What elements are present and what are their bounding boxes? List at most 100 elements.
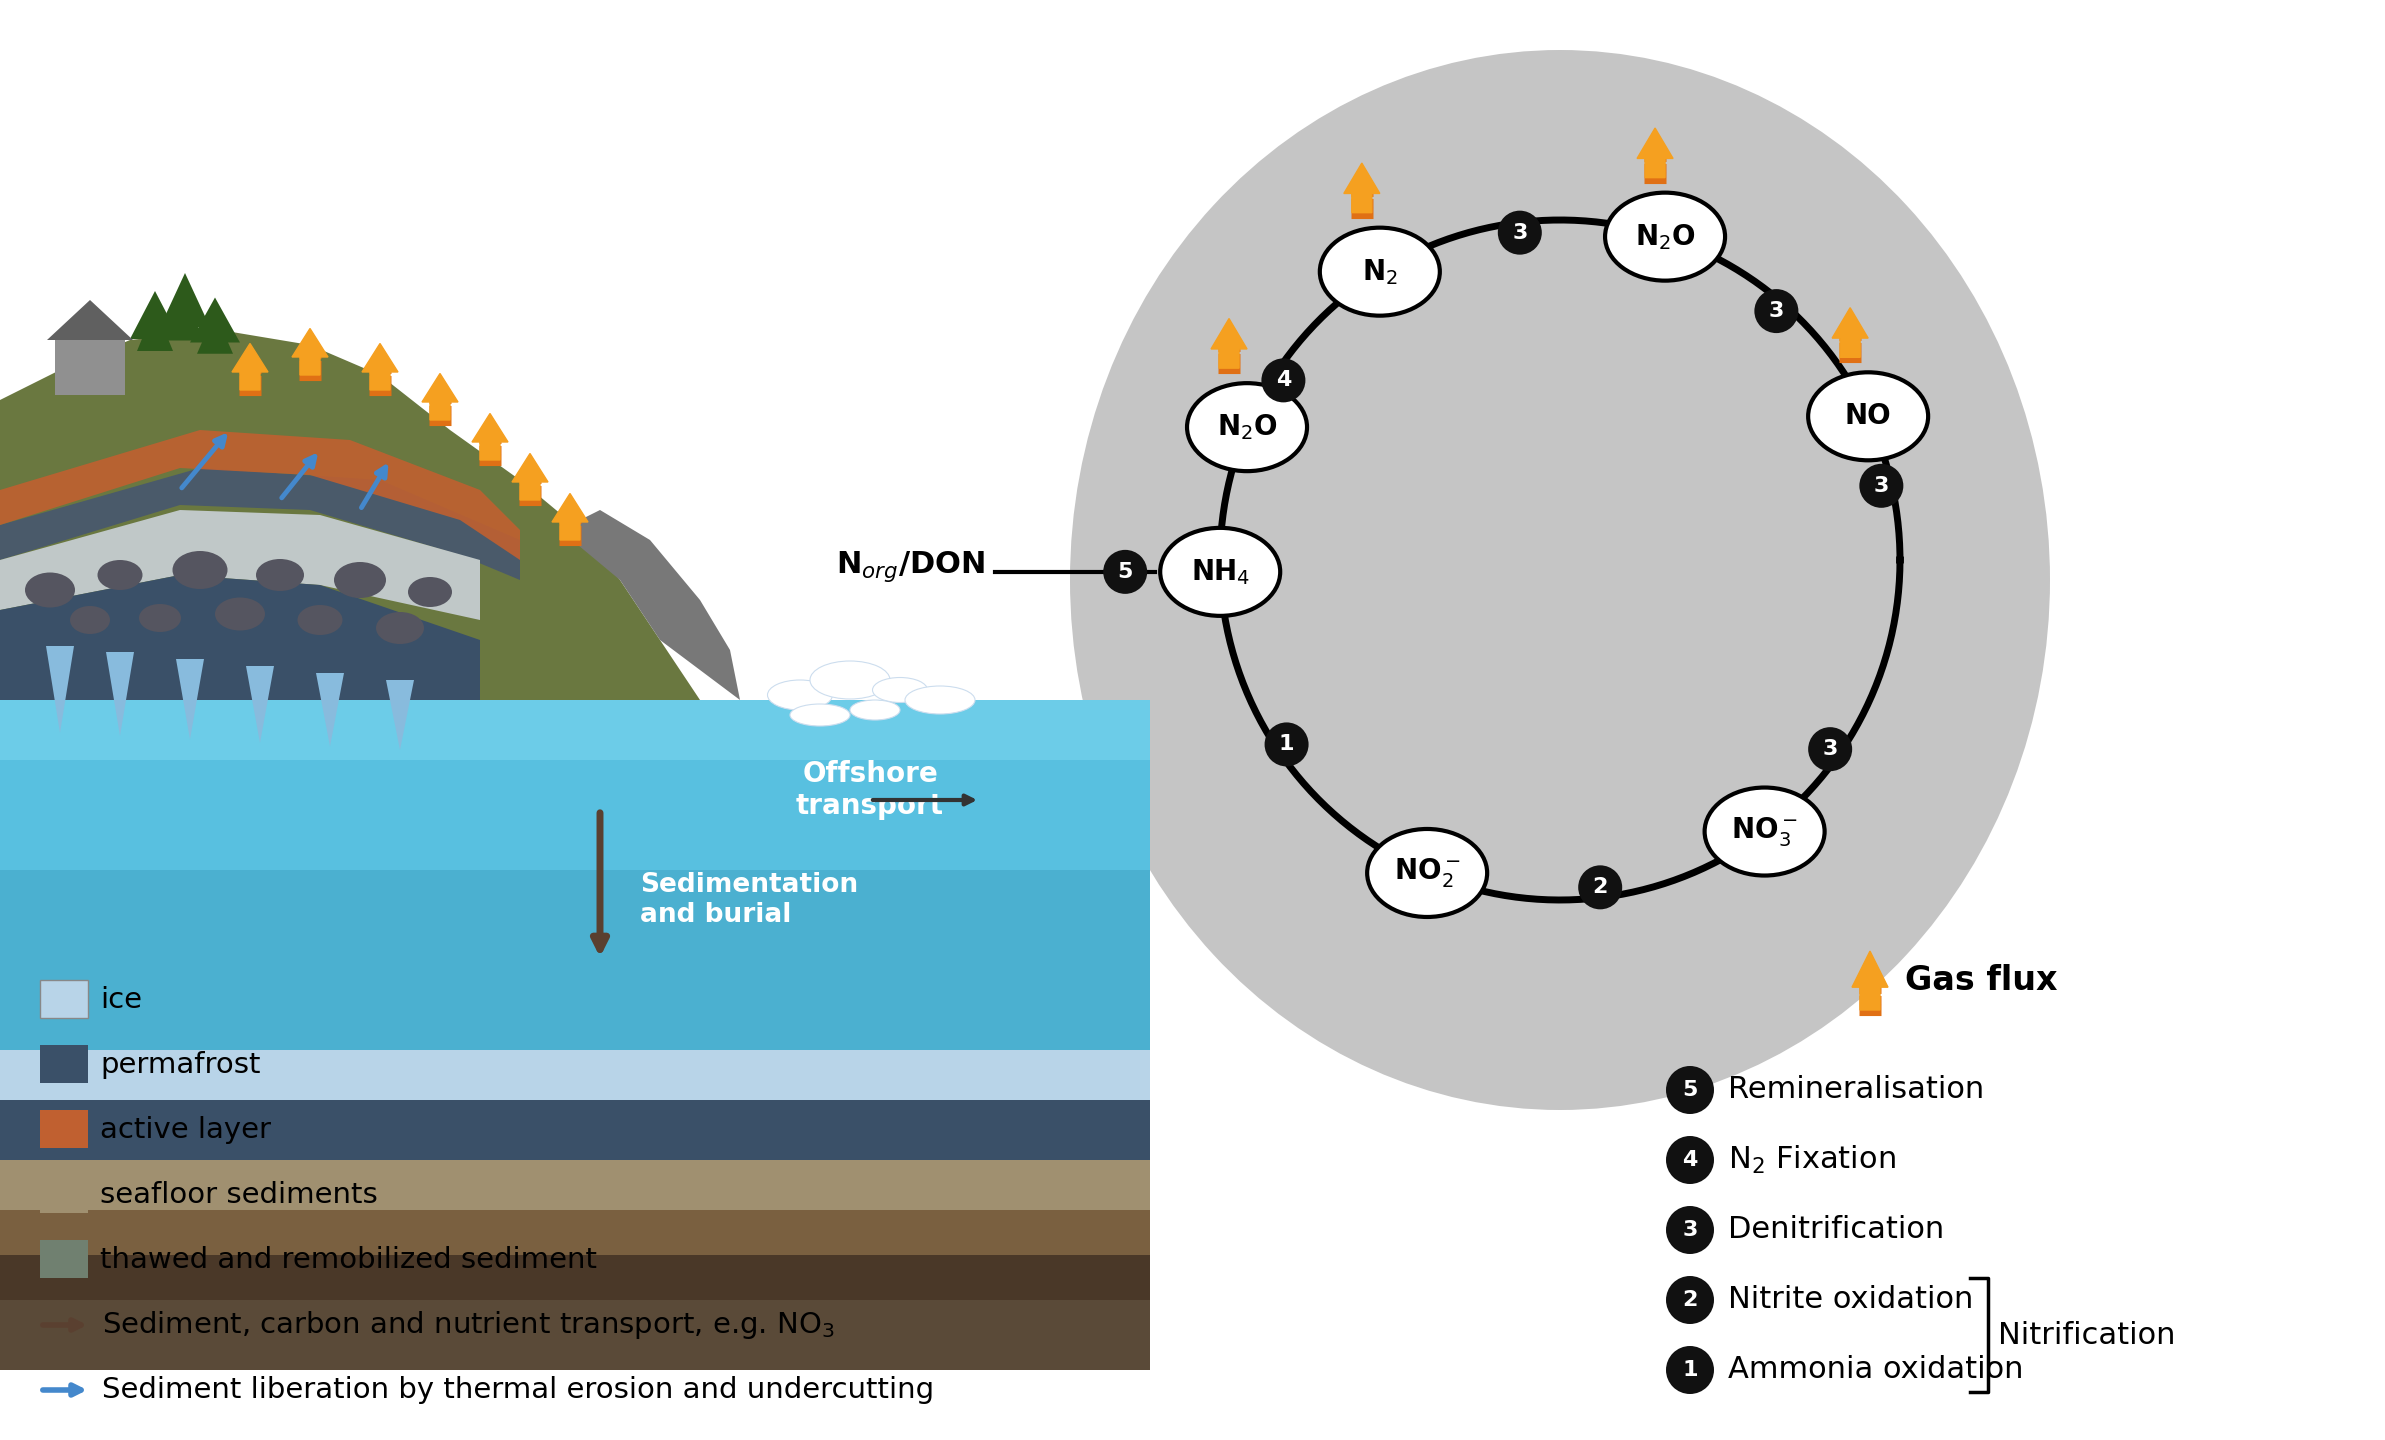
Text: 4: 4 [1276, 370, 1290, 390]
FancyArrow shape [472, 413, 508, 459]
Polygon shape [0, 510, 479, 621]
Ellipse shape [1319, 228, 1441, 315]
Bar [41, 1110, 88, 1148]
Circle shape [1667, 1136, 1715, 1184]
Text: 5: 5 [1119, 562, 1133, 582]
Polygon shape [0, 1300, 1150, 1369]
Polygon shape [105, 652, 134, 736]
Ellipse shape [1188, 383, 1307, 471]
Text: NO$_3^-$: NO$_3^-$ [1732, 815, 1798, 848]
Circle shape [1104, 550, 1147, 593]
Circle shape [1667, 1276, 1715, 1323]
Polygon shape [45, 647, 74, 733]
Ellipse shape [215, 598, 265, 631]
Circle shape [1667, 1207, 1715, 1254]
Polygon shape [315, 672, 343, 746]
Ellipse shape [334, 562, 386, 598]
Text: Gas flux: Gas flux [1906, 963, 2058, 996]
Polygon shape [0, 1256, 1150, 1300]
Text: Offshore
transport: Offshore transport [797, 760, 944, 821]
Polygon shape [136, 307, 174, 351]
Ellipse shape [789, 704, 849, 726]
Ellipse shape [873, 677, 928, 703]
Polygon shape [176, 660, 205, 740]
Text: 4: 4 [1681, 1151, 1698, 1169]
Polygon shape [0, 575, 479, 700]
Text: Denitrification: Denitrification [1729, 1215, 1944, 1244]
Text: thawed and remobilized sediment: thawed and remobilized sediment [100, 1246, 596, 1274]
Text: Sediment liberation by thermal erosion and undercutting: Sediment liberation by thermal erosion a… [103, 1377, 935, 1404]
Text: 3: 3 [1512, 223, 1526, 243]
Text: Nitrification: Nitrification [1999, 1320, 2175, 1349]
Text: N$_2$ Fixation: N$_2$ Fixation [1729, 1143, 1896, 1176]
FancyArrow shape [1343, 163, 1381, 213]
FancyArrow shape [231, 344, 267, 390]
FancyArrow shape [291, 328, 329, 374]
Circle shape [1498, 210, 1541, 255]
Circle shape [1808, 727, 1853, 772]
Ellipse shape [768, 680, 832, 710]
Text: NO$_2^-$: NO$_2^-$ [1393, 857, 1460, 890]
Bar [55, 340, 124, 395]
Circle shape [1264, 723, 1309, 766]
Text: ice: ice [100, 986, 143, 1014]
Text: N$_2$O: N$_2$O [1634, 222, 1696, 252]
Polygon shape [0, 431, 520, 560]
Text: N$_{org}$/DON: N$_{org}$/DON [837, 550, 985, 585]
Text: Nitrite oxidation: Nitrite oxidation [1729, 1286, 1972, 1315]
Ellipse shape [849, 700, 899, 720]
Polygon shape [131, 291, 179, 338]
Ellipse shape [172, 552, 227, 589]
Polygon shape [246, 665, 274, 743]
Ellipse shape [1159, 528, 1281, 616]
Text: Remineralisation: Remineralisation [1729, 1076, 1984, 1104]
Ellipse shape [255, 559, 303, 590]
FancyArrow shape [1853, 950, 1889, 1009]
Text: N$_2$O: N$_2$O [1216, 412, 1278, 442]
Bar [41, 1240, 88, 1279]
FancyArrow shape [363, 344, 398, 390]
Text: 1: 1 [1681, 1359, 1698, 1380]
Circle shape [1579, 865, 1622, 909]
Ellipse shape [69, 606, 110, 634]
Text: 5: 5 [1681, 1080, 1698, 1100]
Text: 3: 3 [1822, 739, 1839, 759]
Polygon shape [0, 1161, 1150, 1210]
Text: active layer: active layer [100, 1116, 272, 1143]
Circle shape [1667, 1066, 1715, 1115]
Bar [41, 981, 88, 1018]
Polygon shape [191, 298, 241, 343]
FancyArrow shape [1636, 128, 1672, 177]
Ellipse shape [1367, 829, 1488, 917]
Polygon shape [0, 330, 701, 700]
Text: 3: 3 [1770, 301, 1784, 321]
Ellipse shape [24, 573, 74, 608]
Text: permafrost: permafrost [100, 1051, 260, 1079]
Ellipse shape [408, 577, 453, 608]
Polygon shape [160, 274, 210, 327]
Ellipse shape [904, 685, 975, 714]
Polygon shape [0, 700, 1150, 760]
Polygon shape [560, 510, 739, 700]
Text: NH$_4$: NH$_4$ [1190, 557, 1250, 586]
Circle shape [1755, 289, 1798, 333]
Ellipse shape [377, 612, 425, 644]
Text: Sedimentation
and burial: Sedimentation and burial [639, 873, 859, 927]
FancyArrow shape [1832, 308, 1867, 357]
Polygon shape [0, 700, 1150, 1050]
Ellipse shape [1605, 193, 1724, 281]
Text: 2: 2 [1593, 877, 1607, 897]
Ellipse shape [811, 661, 890, 698]
FancyArrow shape [422, 373, 458, 420]
Polygon shape [48, 300, 134, 340]
Polygon shape [0, 1050, 1150, 1100]
Polygon shape [0, 468, 520, 580]
Ellipse shape [1808, 373, 1927, 461]
FancyArrow shape [551, 494, 589, 540]
Polygon shape [0, 870, 1150, 1050]
Ellipse shape [1071, 50, 2051, 1110]
Bar [41, 1045, 88, 1083]
Text: seafloor sediments: seafloor sediments [100, 1181, 377, 1210]
Polygon shape [386, 680, 415, 750]
Text: NO: NO [1846, 402, 1891, 431]
